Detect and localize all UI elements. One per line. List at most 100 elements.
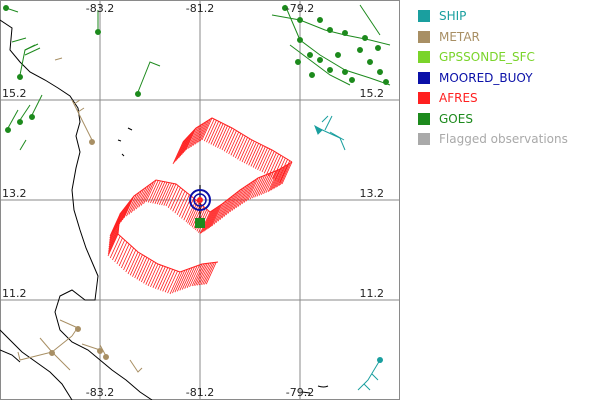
afres-barb: [205, 262, 217, 285]
afres-barb: [134, 255, 146, 279]
afres-barb: [252, 145, 264, 168]
afres-barb: [108, 229, 119, 252]
afres-barb: [143, 181, 154, 204]
afres-barb: [246, 142, 257, 165]
afres-barb: [135, 186, 147, 210]
afres-barb: [127, 251, 139, 275]
afres-barb: [162, 269, 174, 292]
afres-barb: [196, 121, 208, 144]
afres-barb: [225, 192, 237, 216]
afres-barb: [123, 195, 135, 219]
afres-barb: [150, 180, 161, 204]
afres-barb: [178, 194, 190, 217]
afres-barb: [202, 210, 214, 233]
afres-barb: [179, 134, 191, 157]
afres-barb: [109, 218, 120, 241]
afres-barb: [203, 118, 215, 142]
afres-barb: [108, 227, 120, 250]
afres-barb: [184, 129, 195, 152]
afres-barb: [172, 270, 183, 294]
moored-buoy-marker: [189, 185, 211, 228]
afres-barb: [186, 265, 198, 288]
afres-barb: [138, 185, 150, 208]
afres-barb: [196, 263, 208, 286]
afres-barb: [269, 168, 280, 192]
afres-barb: [192, 123, 204, 146]
afres-barb: [172, 189, 184, 212]
afres-barb: [167, 270, 178, 294]
afres-barb: [239, 138, 251, 161]
afres-barb: [257, 147, 268, 170]
legend-item-metar[interactable]: METAR: [418, 27, 598, 48]
afres-barb: [181, 267, 193, 290]
legend-label-gpssonde-sfc: GPSSONDE_SFC: [439, 50, 535, 65]
afres-barb: [204, 208, 216, 231]
afres-barb: [195, 263, 206, 286]
goes-observations: [3, 4, 391, 151]
legend-item-moored-buoy[interactable]: MOORED_BUOY: [418, 68, 598, 89]
afres-barb: [175, 138, 187, 162]
afres-barb: [227, 191, 239, 214]
afres-barb: [122, 197, 133, 221]
legend-item-gpssonde-sfc[interactable]: GPSSONDE_SFC: [418, 47, 598, 68]
afres-barb: [214, 124, 226, 147]
afres-barb: [167, 185, 179, 208]
afres-barb: [280, 162, 291, 186]
afres-barb: [200, 262, 212, 286]
afres-barb: [272, 156, 284, 179]
afres-barb: [208, 205, 220, 228]
afres-barb: [120, 199, 132, 223]
ship-observations: [314, 115, 383, 391]
afres-barb: [273, 166, 285, 189]
afres-barb: [179, 268, 191, 291]
afres-barb: [109, 216, 121, 239]
afres-barb: [241, 181, 253, 205]
legend-item-flagged[interactable]: Flagged observations: [418, 129, 598, 150]
legend-item-afres[interactable]: AFRES: [418, 88, 598, 109]
lon-label-bottom-1: -83.2: [86, 386, 114, 399]
afres-barb: [147, 180, 159, 203]
legend-swatch-gpssonde-sfc: [418, 51, 430, 64]
afres-barb: [202, 262, 214, 285]
legend-item-goes[interactable]: GOES: [418, 109, 598, 130]
afres-barb: [123, 247, 134, 271]
afres-barb: [252, 176, 263, 199]
afres-barb: [116, 241, 128, 265]
afres-barb: [114, 239, 126, 263]
afres-barb: [229, 189, 241, 213]
afres-barb: [188, 202, 200, 225]
afres-barb: [245, 179, 257, 202]
afres-barb: [270, 168, 282, 191]
afres-barb: [174, 190, 186, 214]
legend-label-metar: METAR: [439, 29, 480, 44]
afres-barb: [279, 160, 291, 183]
legend-swatch-goes: [418, 112, 430, 125]
afres-barb: [223, 194, 235, 217]
afres-barb: [265, 170, 277, 194]
lat-label-right-1: 15.2: [360, 87, 385, 100]
afres-barb: [217, 199, 229, 222]
afres-barb: [118, 243, 130, 267]
afres-barb: [138, 258, 150, 281]
map-legend: SHIP METAR GPSSONDE_SFC MOORED_BUOY AFRE…: [418, 6, 598, 150]
afres-barb: [249, 176, 261, 200]
afres-barb: [161, 182, 172, 206]
afres-barb: [193, 263, 205, 286]
afres-barb: [133, 188, 145, 212]
afres-barb: [221, 196, 233, 219]
metar-observations: [17, 57, 143, 373]
afres-barb: [268, 153, 280, 177]
afres-barb: [190, 124, 202, 147]
afres-barb: [182, 130, 194, 154]
lon-label-top-1: -83.2: [86, 2, 114, 15]
observation-map[interactable]: -83.2 -81.2 -79.2 -83.2 -81.2 -79.2 15.2…: [0, 0, 400, 400]
afres-barb: [118, 201, 130, 225]
afres-barb: [263, 171, 274, 194]
afres-barb: [247, 177, 259, 201]
afres-barb: [208, 121, 220, 144]
afres-barb: [108, 222, 120, 246]
afres-barb: [158, 182, 170, 205]
afres-barb: [235, 185, 247, 209]
legend-item-ship[interactable]: SHIP: [418, 6, 598, 27]
afres-barb: [219, 126, 231, 150]
